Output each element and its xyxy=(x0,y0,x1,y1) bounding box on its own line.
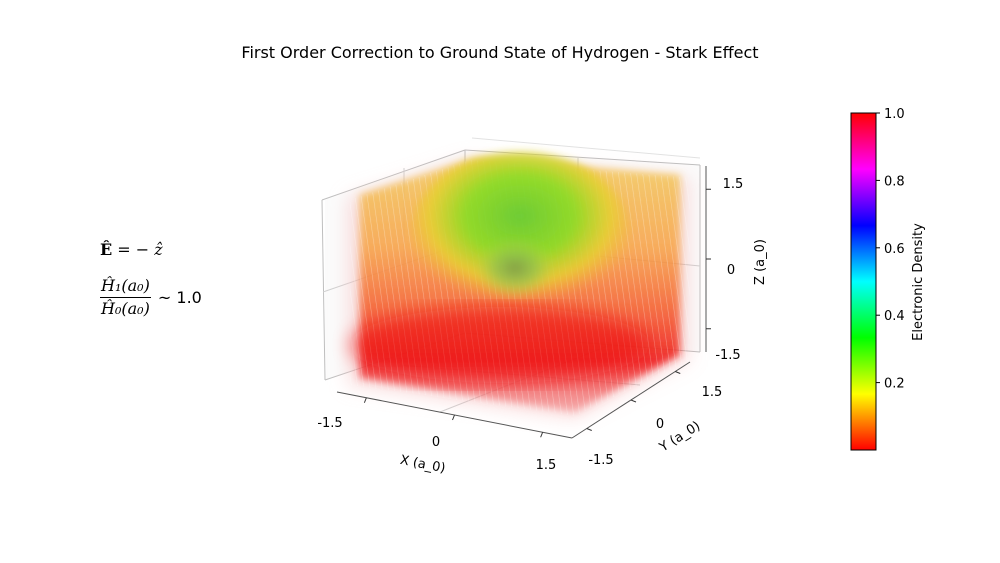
x-tick-label: 1.5 xyxy=(536,458,557,473)
colorbar-gradient xyxy=(850,112,877,451)
field-vector-symbol: Ê xyxy=(100,240,113,259)
colorbar-ticks: 0.2 0.4 0.6 0.8 1.0 xyxy=(876,107,905,392)
ratio-value: ~ 1.0 xyxy=(157,288,202,307)
fraction-denominator: Ĥ₀(a₀) xyxy=(101,299,150,318)
fraction-numerator: Ĥ₁(a₀) xyxy=(100,275,151,298)
high-density-lobe xyxy=(410,152,630,312)
chart-title: First Order Correction to Ground State o… xyxy=(241,43,759,62)
pane-edge xyxy=(321,149,466,201)
z-tick-label: 1.5 xyxy=(723,177,744,192)
colorbar-tick-label: 0.6 xyxy=(884,242,905,257)
z-tick-label: -1.5 xyxy=(715,348,740,363)
y-tick-label: -1.5 xyxy=(588,453,613,468)
colorbar-tick-label: 0.2 xyxy=(884,377,905,392)
pane-edge xyxy=(321,199,326,381)
axis-tick xyxy=(452,414,455,421)
colorbar-label: Electronic Density xyxy=(911,223,926,341)
low-density-band xyxy=(350,307,650,383)
axis-tick xyxy=(586,428,592,431)
hamiltonian-ratio-equation: Ĥ₁(a₀) Ĥ₀(a₀) ~ 1.0 xyxy=(100,275,202,320)
axis-tick xyxy=(675,371,681,374)
field-equals: = − xyxy=(117,240,150,259)
axis-tick xyxy=(363,397,367,403)
hamiltonian-fraction: Ĥ₁(a₀) Ĥ₀(a₀) xyxy=(100,275,151,320)
colorbar-tick-label: 1.0 xyxy=(884,107,905,122)
y-tick-label: 1.5 xyxy=(702,385,723,400)
field-direction-equation: Ê = − ẑ xyxy=(100,240,163,259)
axis-ticks xyxy=(363,188,711,438)
density-volume xyxy=(348,152,690,418)
z-unit-vector: ẑ xyxy=(154,240,163,259)
y-tick-label: 0 xyxy=(656,417,664,432)
axis-tick xyxy=(630,399,637,403)
colorbar-tick-label: 0.8 xyxy=(884,174,905,189)
x-axis-label: X (a_0) xyxy=(399,453,447,476)
pane-edge xyxy=(464,149,701,166)
z-tick-label: 0 xyxy=(727,263,735,278)
x-tick-label: -1.5 xyxy=(317,416,342,431)
central-density-core xyxy=(475,238,555,298)
grid-line xyxy=(471,137,701,159)
colorbar: 0.2 0.4 0.6 0.8 1.0 Electronic Density xyxy=(850,107,926,451)
axis-tick xyxy=(540,432,544,438)
z-axis-label: Z (a_0) xyxy=(753,239,768,285)
x-tick-label: 0 xyxy=(432,435,440,450)
colorbar-tick-label: 0.4 xyxy=(884,309,905,324)
